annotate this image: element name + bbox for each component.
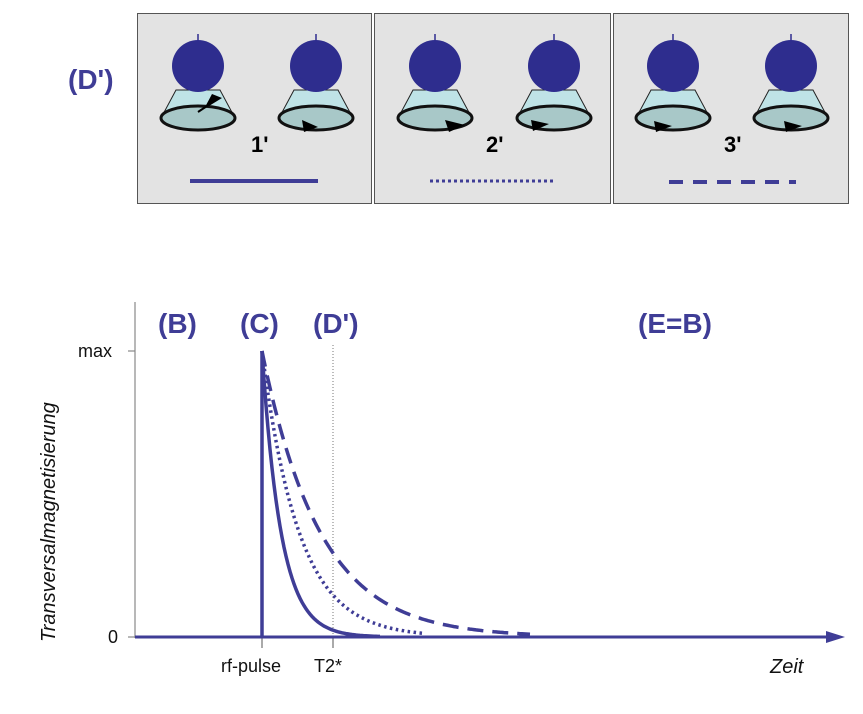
panel-number: 3': [724, 132, 742, 157]
spin-panel-3: 3': [613, 13, 849, 204]
spin-right: [277, 34, 355, 132]
x-axis-arrow: [826, 631, 845, 643]
spin-right: [515, 34, 593, 132]
phase-label-e-equals-b: (E=B): [638, 308, 712, 339]
phase-label-b: (B): [158, 308, 197, 339]
x-tick-label-rf-pulse: rf-pulse: [221, 656, 282, 676]
x-axis-label: Zeit: [770, 656, 804, 678]
y-axis-label: Transversalmagnetisierung: [38, 402, 60, 642]
panel-number: 1': [251, 132, 269, 157]
y-tick-label-zero: 0: [108, 627, 119, 647]
spin-pair-illustration: [396, 34, 593, 183]
spin-left: [396, 34, 474, 132]
spin-left: [159, 34, 237, 132]
spin-left: [634, 34, 712, 132]
phase-label-c: (C): [240, 308, 279, 339]
spin-right: [752, 34, 830, 132]
spin-panel-1: 1': [137, 13, 372, 204]
panel-number: 2': [486, 132, 504, 157]
spin-pair-illustration: [634, 34, 830, 184]
decay-curve-dashed: [260, 350, 531, 636]
top-label: (D'): [68, 64, 114, 95]
spin-panel-2: 2': [374, 13, 611, 204]
decay-curve-solid: [260, 350, 380, 639]
spin-pair-illustration: [159, 34, 355, 183]
x-tick-label-t2star: T2*: [314, 656, 343, 676]
phase-label-d-prime: (D'): [313, 308, 359, 339]
y-tick-label-max: max: [78, 341, 113, 361]
decay-curve-dotted: [260, 350, 425, 636]
